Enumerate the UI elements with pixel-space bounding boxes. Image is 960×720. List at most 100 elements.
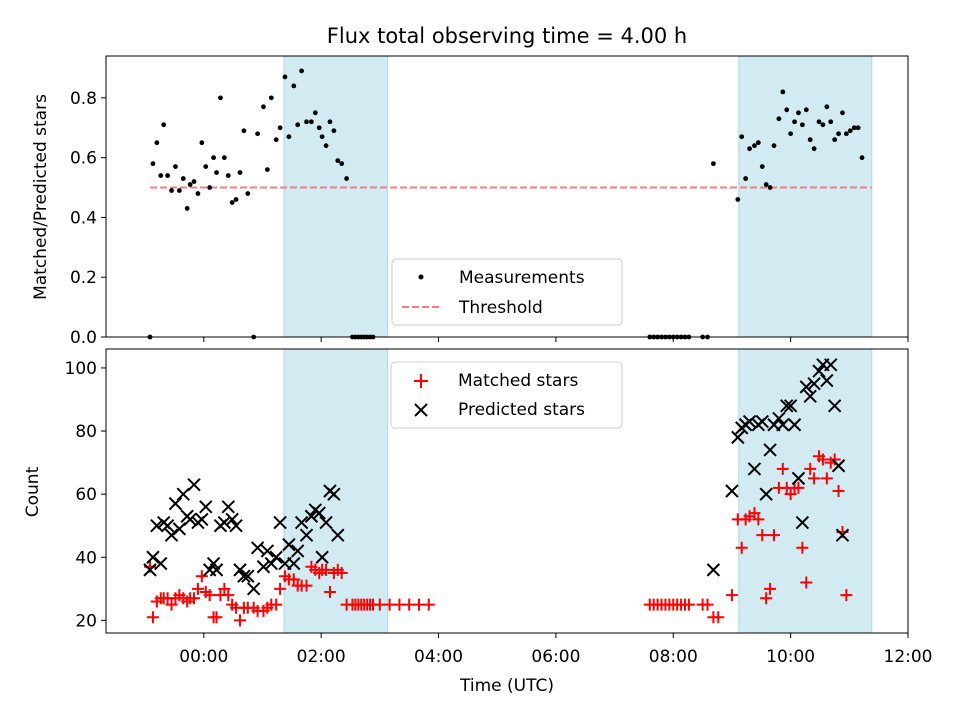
measurement-point (214, 170, 219, 175)
matched-star-point (828, 453, 841, 466)
predicted-star-point (327, 487, 341, 501)
matched-star-point (270, 598, 283, 611)
measurement-point (187, 182, 193, 187)
measurement-point (843, 131, 849, 137)
measurement-point (304, 119, 309, 125)
predicted-star-point (803, 389, 817, 404)
measurement-point (255, 131, 260, 137)
matched-star-point (222, 589, 235, 602)
x-tick-label: 04:00 (414, 647, 463, 667)
predicted-star-point (312, 506, 326, 520)
predicted-star-point (304, 509, 319, 523)
bottom-y-tick-label: 80 (75, 422, 97, 442)
measurement-point (323, 143, 329, 149)
predicted-star-point (282, 537, 296, 552)
predicted-star-point (168, 496, 183, 511)
predicted-star-point (812, 364, 826, 378)
matched-star-point (832, 485, 845, 497)
measurement-point (776, 116, 782, 122)
matched-star-point (203, 589, 216, 602)
measurement-point (184, 206, 190, 211)
bottom-y-tick-label: 60 (75, 485, 97, 505)
measurement-point (759, 164, 765, 170)
x-tick-label: 12:00 (884, 647, 933, 667)
legend-matched-marker (414, 374, 428, 388)
measurement-point (339, 161, 345, 167)
measurement-point (820, 122, 826, 128)
matched-star-point (146, 611, 159, 624)
chart-title: Flux total observing time = 4.00 h (327, 24, 687, 48)
matched-star-point (300, 579, 313, 592)
predicted-star-point (241, 569, 255, 583)
measurement-point (824, 104, 830, 110)
predicted-star-point (731, 430, 745, 445)
measurement-point (784, 107, 790, 113)
predicted-star-point (799, 380, 813, 394)
measurement-point (312, 110, 318, 116)
top-y-tick-label: 0.6 (70, 149, 97, 169)
measurement-point (710, 161, 716, 167)
matched-star-point (800, 576, 813, 589)
measurement-point (241, 128, 247, 134)
matched-star-point (808, 472, 821, 485)
legend-threshold-label: Threshold (458, 298, 543, 318)
top-y-ticks: 0.0 0.2 0.4 0.6 0.8 (70, 89, 106, 348)
measurement-point (816, 119, 822, 125)
measurement-point (299, 68, 305, 74)
measurement-point (264, 167, 270, 172)
top-y-tick-label: 0.0 (70, 328, 97, 348)
top-y-tick-label: 0.8 (70, 89, 97, 109)
measurement-point (158, 173, 164, 178)
bottom-x-ticks: 00:00 02:00 04:00 06:00 08:00 10:00 12:00 (179, 633, 933, 667)
measurement-point (233, 197, 239, 202)
measurement-point (767, 185, 773, 190)
matched-star-point (784, 488, 797, 501)
predicted-star-point (164, 528, 179, 542)
measurement-point (811, 146, 817, 152)
legend-measurements-marker (418, 274, 424, 280)
bottom-axes-frame (105, 348, 909, 634)
measurement-point (840, 110, 845, 116)
matched-star-point (191, 582, 204, 595)
predicted-star-point (217, 515, 232, 530)
predicted-star-point (172, 522, 187, 536)
measurement-point (291, 83, 297, 89)
measurement-point (836, 131, 841, 137)
measurement-point (755, 140, 761, 146)
top-panel: 0.00.20.40.60.8 Matched/Predicted stars … (31, 55, 909, 348)
measurement-point (229, 200, 235, 205)
measurement-point (796, 110, 801, 116)
predicted-star-point (176, 487, 190, 501)
measurement-point (225, 173, 231, 178)
measurement-point (295, 122, 301, 128)
measurement-point (273, 137, 279, 143)
x-axis-label: Time (UTC) (459, 676, 554, 696)
predicted-star-point (755, 414, 769, 429)
x-tick-label: 06:00 (531, 647, 580, 667)
measurement-point (286, 134, 292, 140)
measurement-point (319, 134, 325, 140)
x-tick-label: 02:00 (297, 647, 346, 667)
measurement-point (799, 122, 805, 128)
legend-predicted-label: Predicted stars (458, 400, 585, 420)
measurement-point (221, 155, 227, 161)
measurement-point (211, 155, 216, 161)
predicted-star-point (725, 484, 739, 498)
predicted-star-point (791, 471, 806, 486)
predicted-stars-points (143, 358, 850, 596)
measurement-point (327, 119, 333, 125)
predicted-star-point (233, 563, 247, 577)
top-y-axis-label: Matched/Predicted stars (31, 94, 51, 300)
measurement-point (199, 140, 205, 146)
measurement-point (277, 125, 283, 131)
predicted-star-point (331, 528, 345, 542)
measurement-point (207, 185, 213, 190)
predicted-star-point (269, 550, 283, 564)
predicted-star-point (807, 377, 821, 391)
predicted-star-point (287, 556, 301, 571)
measurement-point (218, 95, 223, 101)
predicted-star-point (260, 544, 275, 558)
measurement-point (195, 191, 201, 196)
predicted-star-point (315, 550, 329, 564)
